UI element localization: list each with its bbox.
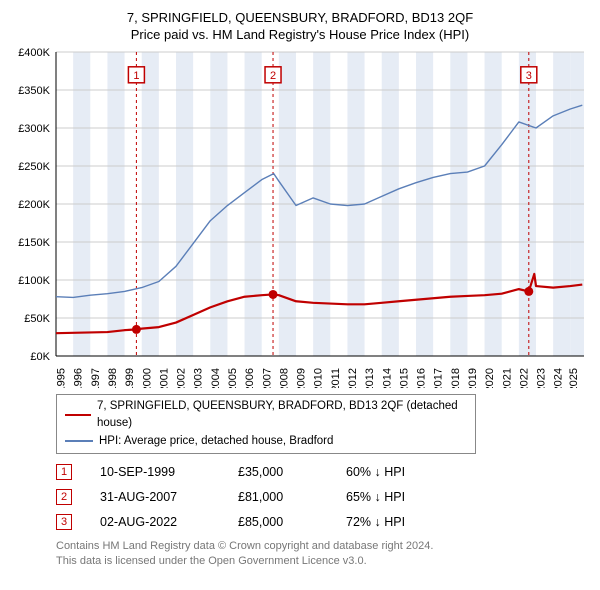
svg-text:2019: 2019 [467, 368, 479, 388]
svg-text:£250K: £250K [18, 161, 50, 173]
svg-text:1995: 1995 [56, 368, 68, 388]
svg-text:2002: 2002 [176, 368, 188, 388]
event-marker: 1 [56, 464, 72, 480]
footer-line: Contains HM Land Registry data © Crown c… [56, 539, 584, 554]
event-price: £81,000 [238, 485, 318, 510]
event-row: 3 02-AUG-2022 £85,000 72% ↓ HPI [56, 510, 584, 535]
price-chart: £0K £50K £100K £150K £200K £250K £300K £350K £40… [8, 48, 592, 388]
svg-text:2005: 2005 [227, 368, 239, 388]
page-subtitle: Price paid vs. HM Land Registry's House … [8, 27, 592, 42]
svg-text:2006: 2006 [244, 368, 256, 388]
svg-text:2015: 2015 [398, 368, 410, 388]
event-delta: 60% ↓ HPI [346, 460, 405, 485]
svg-text:2017: 2017 [433, 368, 445, 388]
svg-text:2024: 2024 [553, 368, 565, 388]
legend: 7, SPRINGFIELD, QUEENSBURY, BRADFORD, BD… [56, 394, 476, 454]
svg-text:2000: 2000 [141, 368, 153, 388]
event-table: 1 10-SEP-1999 £35,000 60% ↓ HPI 2 31-AUG… [56, 460, 584, 535]
svg-text:2010: 2010 [313, 368, 325, 388]
event-delta: 72% ↓ HPI [346, 510, 405, 535]
event-marker: 3 [56, 514, 72, 530]
svg-text:£50K: £50K [24, 313, 50, 325]
event-date: 10-SEP-1999 [100, 460, 210, 485]
svg-text:2022: 2022 [518, 368, 530, 388]
svg-text:2020: 2020 [484, 368, 496, 388]
legend-label: HPI: Average price, detached house, Brad… [99, 433, 333, 450]
svg-text:2012: 2012 [347, 368, 359, 388]
svg-text:£300K: £300K [18, 123, 50, 135]
svg-text:£200K: £200K [18, 199, 50, 211]
event-delta: 65% ↓ HPI [346, 485, 405, 510]
svg-text:1998: 1998 [107, 368, 119, 388]
svg-text:£350K: £350K [18, 85, 50, 97]
svg-text:2018: 2018 [450, 368, 462, 388]
svg-text:2004: 2004 [210, 368, 222, 388]
svg-text:2: 2 [270, 70, 276, 82]
svg-text:2025: 2025 [568, 368, 580, 388]
svg-text:2007: 2007 [261, 368, 273, 388]
svg-text:1997: 1997 [90, 368, 102, 388]
svg-text:2003: 2003 [193, 368, 205, 388]
legend-label: 7, SPRINGFIELD, QUEENSBURY, BRADFORD, BD… [97, 398, 467, 433]
event-date: 02-AUG-2022 [100, 510, 210, 535]
legend-item: 7, SPRINGFIELD, QUEENSBURY, BRADFORD, BD… [65, 398, 467, 433]
svg-text:2014: 2014 [381, 368, 393, 388]
svg-text:2021: 2021 [501, 368, 513, 388]
page-title: 7, SPRINGFIELD, QUEENSBURY, BRADFORD, BD… [8, 10, 592, 25]
footer-line: This data is licensed under the Open Gov… [56, 554, 584, 569]
svg-text:£0K: £0K [30, 351, 50, 363]
svg-text:£100K: £100K [18, 275, 50, 287]
legend-item: HPI: Average price, detached house, Brad… [65, 433, 467, 450]
event-marker: 2 [56, 489, 72, 505]
legend-swatch [65, 440, 93, 442]
svg-text:1996: 1996 [73, 368, 85, 388]
svg-text:2009: 2009 [296, 368, 308, 388]
svg-text:2023: 2023 [536, 368, 548, 388]
svg-text:2008: 2008 [278, 368, 290, 388]
svg-text:2013: 2013 [364, 368, 376, 388]
svg-text:2011: 2011 [330, 368, 342, 388]
svg-text:2016: 2016 [416, 368, 428, 388]
svg-text:1: 1 [133, 70, 139, 82]
svg-text:£400K: £400K [18, 48, 50, 59]
footer-attribution: Contains HM Land Registry data © Crown c… [56, 539, 584, 570]
svg-text:2001: 2001 [158, 368, 170, 388]
svg-text:1999: 1999 [124, 368, 136, 388]
event-row: 2 31-AUG-2007 £81,000 65% ↓ HPI [56, 485, 584, 510]
legend-swatch [65, 414, 91, 416]
event-date: 31-AUG-2007 [100, 485, 210, 510]
event-row: 1 10-SEP-1999 £35,000 60% ↓ HPI [56, 460, 584, 485]
svg-text:£150K: £150K [18, 237, 50, 249]
svg-text:3: 3 [526, 70, 532, 82]
event-price: £85,000 [238, 510, 318, 535]
event-price: £35,000 [238, 460, 318, 485]
